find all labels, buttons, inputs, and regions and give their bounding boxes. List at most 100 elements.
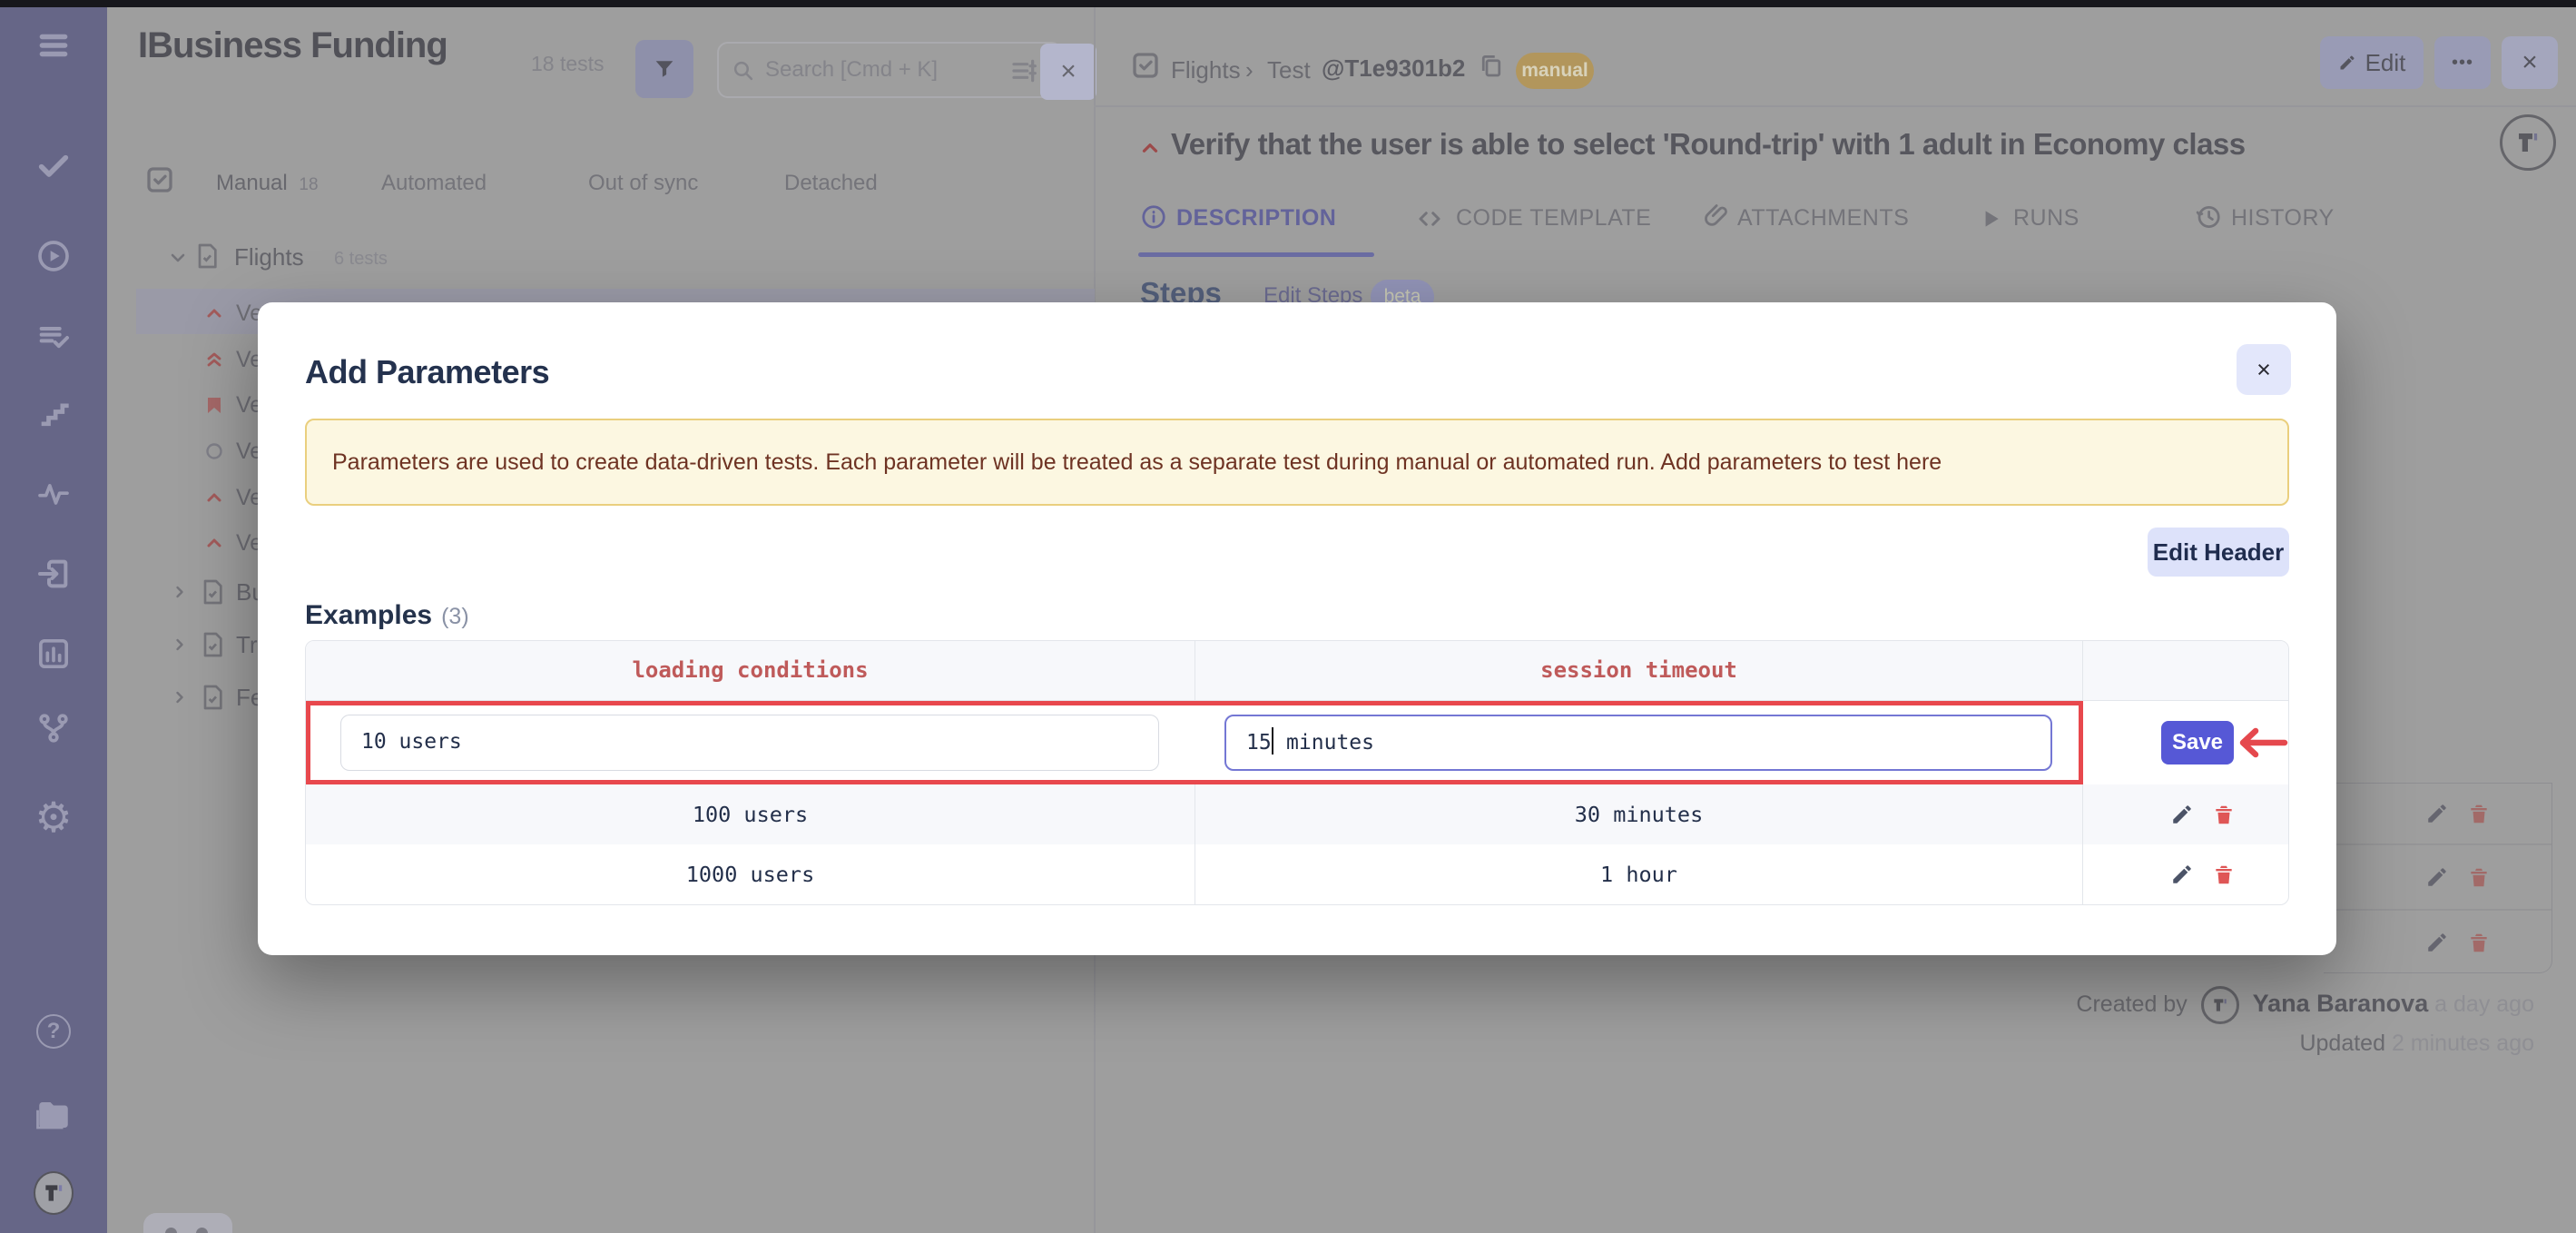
trash-icon[interactable]: [2467, 865, 2491, 889]
manual-count: 18: [299, 175, 319, 194]
updated-ago: 2 minutes ago: [2391, 1031, 2534, 1057]
background-table-fragment: [2324, 783, 2552, 973]
pencil-icon[interactable]: [2425, 931, 2449, 954]
avatar[interactable]: [2500, 114, 2556, 171]
tab-code-template[interactable]: CODE TEMPLATE: [1456, 205, 1652, 231]
tree-folder-item[interactable]: Fe: [171, 674, 263, 721]
git-branch-icon[interactable]: [34, 708, 74, 748]
tree-folder-item[interactable]: Tra: [171, 621, 270, 668]
priority-high-icon: [207, 538, 221, 547]
edit-header-button[interactable]: Edit Header: [2148, 528, 2289, 577]
top-edge-strip: [0, 0, 2576, 7]
active-tab-underline: [1138, 252, 1374, 257]
priority-high-icon: [1138, 136, 1162, 160]
cell-session-timeout: 1 hour: [1195, 844, 2083, 904]
test-title: Verify that the user is able to select '…: [1171, 127, 2246, 161]
dot-icon: [196, 1228, 208, 1233]
search-placeholder: Search [Cmd + K]: [765, 57, 939, 82]
suite-doc-icon: [203, 579, 222, 605]
list-check-icon[interactable]: [34, 318, 74, 358]
activity-icon[interactable]: [34, 474, 74, 514]
search-input[interactable]: Search [Cmd + K]: [717, 42, 1062, 98]
breadcrumb-folder[interactable]: Flights: [1171, 56, 1241, 84]
param-input-session-timeout[interactable]: 15 minutes: [1224, 715, 2052, 771]
sign-in-icon[interactable]: [34, 554, 74, 594]
suite-doc-icon: [203, 685, 222, 710]
play-circle-icon[interactable]: [34, 236, 74, 276]
table-row: 100 users 30 minutes: [306, 784, 2288, 844]
tab-description[interactable]: DESCRIPTION: [1176, 205, 1337, 231]
pane-close-button[interactable]: ×: [2502, 36, 2558, 89]
funnel-icon: [655, 61, 673, 77]
bottom-left-button-partial[interactable]: [143, 1213, 232, 1233]
tab-out-of-sync[interactable]: Out of sync: [588, 171, 699, 195]
run-icon: [1979, 207, 2002, 231]
trash-icon[interactable]: [2212, 863, 2236, 886]
edit-button[interactable]: Edit: [2320, 36, 2424, 89]
pencil-icon[interactable]: [2170, 863, 2194, 886]
tab-automated[interactable]: Automated: [381, 171, 487, 195]
chevron-down-icon[interactable]: [167, 247, 189, 269]
updated-line: Updated 2 minutes ago: [2299, 1031, 2534, 1057]
trash-icon[interactable]: [2467, 802, 2491, 825]
avatar: [2200, 986, 2239, 1025]
created-by-line: Created by Yana Baranova a day ago: [2076, 984, 2534, 1025]
more-button[interactable]: •••: [2434, 36, 2491, 89]
priority-high-icon: [207, 493, 221, 502]
breadcrumb-test: Test: [1267, 56, 1311, 84]
menu-icon[interactable]: [34, 25, 74, 65]
suite-doc-icon: [192, 242, 221, 271]
examples-heading: Examples (3): [305, 600, 469, 630]
priority-normal-icon: [206, 443, 222, 459]
tab-manual[interactable]: Manual 18: [216, 171, 319, 195]
modal-title: Add Parameters: [305, 353, 550, 390]
project-title: IBusiness Funding: [138, 25, 448, 65]
pencil-icon: [2340, 55, 2355, 70]
chevron-right-icon: [176, 638, 183, 651]
tree-folder-flights-count: 6 tests: [334, 249, 388, 269]
help-icon[interactable]: ?: [34, 1011, 74, 1051]
filter-button[interactable]: [635, 40, 693, 98]
check-icon[interactable]: [34, 145, 74, 185]
row-separator: [2324, 909, 2551, 911]
trash-icon[interactable]: [2467, 931, 2491, 954]
tree-folder-flights[interactable]: Flights: [234, 243, 304, 271]
folder-icon[interactable]: [34, 1095, 74, 1135]
pencil-icon[interactable]: [2425, 865, 2449, 889]
info-banner: Parameters are used to create data-drive…: [305, 419, 2289, 506]
chevron-right-icon: [176, 691, 183, 704]
tab-detached[interactable]: Detached: [784, 171, 878, 195]
column-header-loading-conditions: loading conditions: [306, 641, 1195, 700]
select-all-icon[interactable]: [143, 163, 176, 196]
priority-high-icon: [207, 309, 221, 318]
examples-count: (3): [441, 604, 469, 629]
modal-close-button[interactable]: ×: [2237, 344, 2291, 395]
copy-icon[interactable]: [1478, 53, 1505, 80]
created-by-name[interactable]: Yana Baranova: [2252, 990, 2429, 1017]
bar-chart-icon[interactable]: [34, 634, 74, 674]
meta-footer: Created by Yana Baranova a day ago Updat…: [2076, 984, 2534, 1062]
row-actions: [2083, 844, 2288, 904]
tab-history[interactable]: HISTORY: [2231, 205, 2335, 231]
param-input-loading-conditions[interactable]: 10 users: [340, 715, 1159, 771]
steps-icon[interactable]: [34, 394, 74, 434]
search-clear-button[interactable]: ×: [1040, 44, 1096, 100]
testomat-logo[interactable]: [34, 1171, 74, 1215]
trash-icon[interactable]: [2212, 803, 2236, 826]
gear-icon[interactable]: ⚙: [34, 794, 73, 841]
code-icon: [1416, 205, 1443, 232]
pencil-icon[interactable]: [2425, 802, 2449, 825]
close-icon: ×: [2256, 355, 2271, 383]
tab-runs[interactable]: RUNS: [2013, 205, 2079, 231]
header-divider: [1094, 105, 2576, 107]
save-button[interactable]: Save: [2161, 721, 2234, 764]
tree-folder-item[interactable]: Bu: [171, 568, 265, 616]
tab-attachments[interactable]: ATTACHMENTS: [1737, 205, 1910, 231]
table-row: 1000 users 1 hour: [306, 844, 2288, 904]
pencil-icon[interactable]: [2170, 803, 2194, 826]
row-separator: [2324, 843, 2551, 845]
adjustments-icon[interactable]: [1010, 56, 1039, 85]
column-header-session-timeout: session timeout: [1195, 641, 2083, 700]
annotation-arrow-left: [2236, 726, 2288, 759]
